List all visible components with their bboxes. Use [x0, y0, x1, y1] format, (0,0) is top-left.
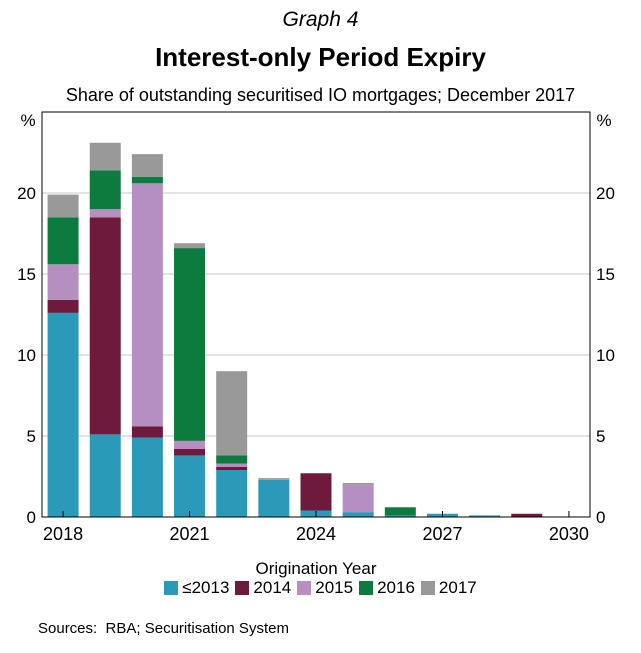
y-tick-right-20: 20: [596, 184, 615, 203]
bar-2019-2017: [89, 142, 121, 171]
bar-2021-2016: [174, 248, 206, 441]
legend-swatch-2015: [297, 581, 312, 595]
y-tick-right-10: 10: [596, 346, 615, 365]
bar-2022-2017: [216, 371, 248, 456]
legend-label-2014: 2014: [253, 578, 292, 597]
bar-2025-le2013: [342, 512, 374, 517]
x-axis-title: Origination Year: [256, 559, 377, 578]
graph-number: Graph 4: [282, 8, 359, 31]
chart-subtitle: Share of outstanding securitised IO mort…: [65, 85, 576, 105]
x-tick-label-2024: 2024: [296, 524, 336, 544]
sources: Sources: RBA; Securitisation System: [38, 620, 289, 637]
legend-swatch-2017: [420, 581, 435, 595]
bar-2019-le2013: [89, 434, 121, 517]
legend-item-le2013: ≤2013: [164, 578, 229, 598]
bar-2023-2017: [258, 478, 290, 480]
legend-swatch-le2013: [164, 581, 179, 595]
bar-2022-le2013: [216, 470, 248, 517]
bar-2026-le2013: [384, 515, 416, 517]
bar-2018-2017: [47, 194, 79, 218]
bar-2019-2015: [89, 209, 121, 218]
bar-2021-2014: [174, 448, 206, 456]
bar-2025-2015: [342, 484, 374, 513]
y-tick-left-5: 5: [27, 427, 36, 446]
axis-layer: 0 0 5 5 10 10 15 15 20 20% % 2018 2021 2024 2027 2030 Or…: [17, 111, 615, 578]
bar-2023-le2013: [258, 479, 290, 517]
plot-frame: [41, 111, 591, 518]
bar-2028-le2013: [469, 515, 501, 517]
bar-2029-2014: [511, 513, 543, 517]
legend-item-2016: 2016: [359, 578, 415, 598]
bar-2024-2014: [300, 473, 332, 511]
legend-label-le2013: ≤2013: [182, 578, 230, 597]
legend-label-2015: 2015: [315, 578, 354, 597]
bar-2022-2014: [216, 466, 248, 471]
bar-2020-2015: [131, 183, 163, 427]
bar-2019-2014: [89, 217, 121, 435]
chart-title: Interest-only Period Expiry: [155, 42, 486, 72]
legend-label-2017: 2017: [438, 578, 477, 597]
bar-2018-2016: [47, 217, 79, 265]
sources-label: Sources:: [38, 620, 98, 637]
bar-2026-2016: [384, 507, 416, 516]
bar-2020-2014: [131, 426, 163, 438]
y-tick-right-15: 15: [596, 265, 615, 284]
bar-2021-2017: [174, 243, 206, 249]
legend-item-2014: 2014: [235, 578, 291, 598]
legend-item-2015: 2015: [297, 578, 353, 598]
x-tick-label-2021: 2021: [170, 524, 210, 544]
y-tick-right-0: 0: [596, 508, 605, 527]
y-tick-left-10: 10: [17, 346, 36, 365]
bar-2025-2017: [342, 482, 374, 485]
bar-2022-2015: [216, 463, 248, 467]
grid-layer: [42, 192, 590, 437]
bar-2019-2016: [89, 170, 121, 210]
chart-svg: 0 0 5 5 10 10 15 15 20 20% % 2018 2021 2024 2027 2030 Or…: [17, 111, 615, 578]
x-tick-label-2030: 2030: [549, 524, 589, 544]
bar-2021-2015: [174, 440, 206, 449]
legend: ≤2013 2014 2015 2016 2017: [0, 578, 641, 598]
x-tick-label-2027: 2027: [422, 524, 462, 544]
y-unit-left: %: [20, 111, 35, 130]
legend-swatch-2014: [235, 581, 250, 595]
bar-2018-2015: [47, 264, 79, 300]
y-tick-left-0: 0: [27, 508, 36, 527]
legend-item-2017: 2017: [420, 578, 477, 598]
bar-2020-2017: [131, 154, 163, 177]
bar-2020-2016: [131, 176, 163, 184]
legend-label-2016: 2016: [377, 578, 415, 597]
bars-layer: [47, 142, 543, 517]
y-tick-left-15: 15: [17, 265, 36, 284]
bar-2018-2014: [47, 299, 79, 313]
y-tick-right-5: 5: [596, 427, 605, 446]
y-unit-right: %: [596, 111, 611, 130]
bar-2020-le2013: [131, 437, 163, 517]
bar-2022-2016: [216, 455, 248, 464]
bar-2021-le2013: [174, 455, 206, 517]
y-tick-left-20: 20: [17, 184, 36, 203]
legend-swatch-2016: [359, 581, 374, 595]
x-tick-label-2018: 2018: [43, 524, 83, 544]
bar-2018-le2013: [47, 312, 79, 517]
sources-text: RBA; Securitisation System: [105, 620, 289, 637]
